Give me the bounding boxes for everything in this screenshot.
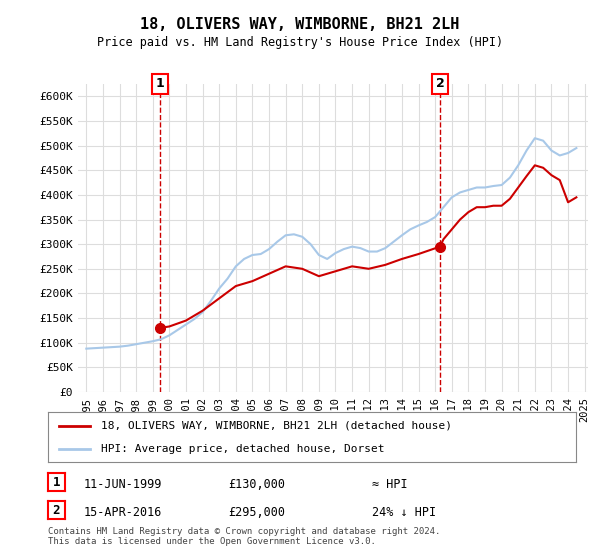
- Text: 2: 2: [53, 503, 60, 517]
- Text: 18, OLIVERS WAY, WIMBORNE, BH21 2LH (detached house): 18, OLIVERS WAY, WIMBORNE, BH21 2LH (det…: [101, 421, 452, 431]
- Text: Price paid vs. HM Land Registry's House Price Index (HPI): Price paid vs. HM Land Registry's House …: [97, 36, 503, 49]
- Text: Contains HM Land Registry data © Crown copyright and database right 2024.
This d: Contains HM Land Registry data © Crown c…: [48, 526, 440, 546]
- Text: 15-APR-2016: 15-APR-2016: [84, 506, 163, 519]
- Text: ≈ HPI: ≈ HPI: [372, 478, 407, 491]
- Text: 18, OLIVERS WAY, WIMBORNE, BH21 2LH: 18, OLIVERS WAY, WIMBORNE, BH21 2LH: [140, 17, 460, 32]
- Text: HPI: Average price, detached house, Dorset: HPI: Average price, detached house, Dors…: [101, 445, 385, 454]
- Text: 11-JUN-1999: 11-JUN-1999: [84, 478, 163, 491]
- Text: 2: 2: [436, 77, 445, 91]
- Text: 24% ↓ HPI: 24% ↓ HPI: [372, 506, 436, 519]
- Text: 1: 1: [155, 77, 164, 91]
- Text: £295,000: £295,000: [228, 506, 285, 519]
- Text: £130,000: £130,000: [228, 478, 285, 491]
- Text: 1: 1: [53, 475, 60, 489]
